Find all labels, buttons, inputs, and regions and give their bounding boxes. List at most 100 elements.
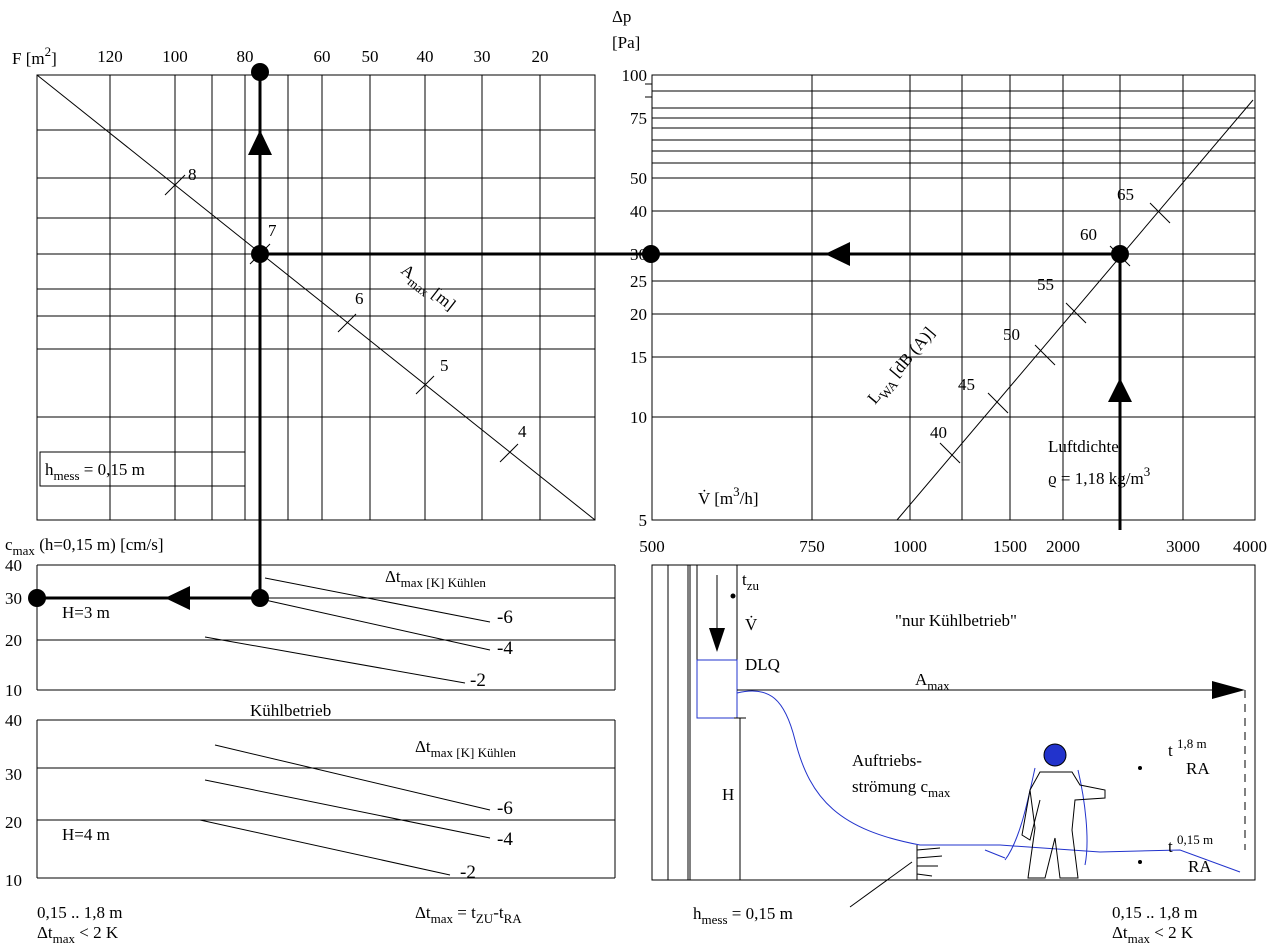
label-part: Δt bbox=[385, 567, 401, 586]
curve-label: 60 bbox=[1080, 225, 1097, 244]
tick-label: 750 bbox=[799, 537, 825, 556]
tick-label: 2000 bbox=[1046, 537, 1080, 556]
legend: Δtmax [K] Kühlen bbox=[415, 737, 516, 760]
curve-label: -2 bbox=[460, 862, 476, 883]
annotation: RA bbox=[1188, 857, 1212, 876]
tick-label: 10 bbox=[5, 871, 22, 890]
reading-path bbox=[28, 63, 1132, 610]
lower-grids bbox=[37, 565, 615, 878]
label-part: strömung c bbox=[852, 777, 928, 796]
tick-label: 10 bbox=[5, 681, 22, 700]
tick-label: 30 bbox=[474, 47, 491, 66]
label-part: A bbox=[915, 670, 928, 689]
curve-label: -4 bbox=[497, 638, 513, 659]
annotation: t 1,8 m bbox=[1168, 736, 1207, 760]
label-part: max bbox=[928, 785, 951, 800]
label-part: mess bbox=[702, 912, 728, 927]
tick-label: 60 bbox=[314, 47, 331, 66]
label-part: = 0,15 m bbox=[728, 904, 793, 923]
label-part: 1,8 m bbox=[1177, 736, 1207, 751]
label-part: Δt bbox=[415, 737, 431, 756]
label-part: [dB (A)] bbox=[883, 323, 938, 384]
tick-label: 40 bbox=[5, 556, 22, 575]
curve-label: 40 bbox=[930, 423, 947, 442]
tick-label: 20 bbox=[532, 47, 549, 66]
label-part: zu bbox=[747, 578, 760, 593]
label-part: t bbox=[1168, 741, 1177, 760]
annotation: Luftdichte bbox=[1048, 437, 1119, 456]
top-right-grid bbox=[645, 75, 1255, 520]
label-part: max [K] Kühlen bbox=[431, 745, 517, 760]
curve-label: -4 bbox=[497, 829, 513, 850]
label-part: RA bbox=[504, 911, 523, 926]
tick-label: 20 bbox=[5, 813, 22, 832]
label-part: max bbox=[927, 678, 950, 693]
footer: Δtmax < 2 K bbox=[37, 923, 119, 946]
curve-label: 45 bbox=[958, 375, 975, 394]
tick-label: 20 bbox=[630, 305, 647, 324]
label-part: max bbox=[1128, 931, 1151, 946]
curve-label: 55 bbox=[1037, 275, 1054, 294]
annotation: H=3 m bbox=[62, 603, 110, 622]
curve-label: 5 bbox=[440, 356, 449, 375]
annotation: H=4 m bbox=[62, 825, 110, 844]
tick-label: 15 bbox=[630, 348, 647, 367]
label-part: max bbox=[431, 911, 454, 926]
label-part: -t bbox=[493, 903, 504, 922]
label-part: = 0,15 m bbox=[80, 460, 145, 479]
curve-label: 4 bbox=[518, 422, 527, 441]
axis-label: cmax (h=0,15 m) [cm/s] bbox=[5, 535, 164, 558]
tick-label: 50 bbox=[362, 47, 379, 66]
footer: 0,15 .. 1,8 m bbox=[1112, 903, 1197, 922]
tick-label: 4000 bbox=[1233, 537, 1267, 556]
curve-label: -6 bbox=[497, 798, 513, 819]
label-part: = t bbox=[453, 903, 476, 922]
tick-label: 120 bbox=[97, 47, 123, 66]
label-part: t bbox=[1168, 837, 1177, 856]
annotation: V̇ bbox=[745, 615, 758, 634]
tick-label: 10 bbox=[630, 408, 647, 427]
label-part: max [K] Kühlen bbox=[401, 575, 487, 590]
label-part: 3 bbox=[1144, 464, 1151, 479]
tick-label: 30 bbox=[5, 589, 22, 608]
tick-label: 30 bbox=[5, 765, 22, 784]
tick-label: 3000 bbox=[1166, 537, 1200, 556]
legend: Δtmax [K] Kühlen bbox=[385, 567, 486, 590]
nomogram: F [m2]12010080605040302087654Amax [m]hme… bbox=[0, 0, 1285, 946]
person bbox=[1022, 744, 1105, 878]
annotation: "nur Kühlbetrieb" bbox=[895, 611, 1017, 630]
tick-label: 25 bbox=[630, 272, 647, 291]
footer: 0,15 .. 1,8 m bbox=[37, 903, 122, 922]
label-part: mess bbox=[54, 468, 80, 483]
tick-label: 40 bbox=[630, 202, 647, 221]
axis-label: V̇ [m3/h] bbox=[698, 484, 759, 508]
annotation: tzu bbox=[742, 570, 760, 593]
top-left-grid bbox=[37, 75, 595, 520]
axis-label: [Pa] bbox=[612, 33, 640, 52]
label-part: (h=0,15 m) [cm/s] bbox=[35, 535, 164, 554]
annotation: strömung cmax bbox=[852, 777, 951, 800]
label-part: ] bbox=[51, 49, 57, 68]
curve-label: 8 bbox=[188, 165, 197, 184]
label-part: Δt bbox=[415, 903, 431, 922]
label-part: /h] bbox=[740, 489, 759, 508]
section-title: Kühlbetrieb bbox=[250, 701, 331, 720]
axis-label: F [m2] bbox=[12, 44, 57, 68]
tick-label: 100 bbox=[162, 47, 188, 66]
tick-label: 50 bbox=[630, 169, 647, 188]
curve-label: -6 bbox=[497, 607, 513, 628]
tick-label: 75 bbox=[630, 109, 647, 128]
curve-label: 7 bbox=[268, 221, 277, 240]
label-part: < 2 K bbox=[75, 923, 119, 942]
curve-label: -2 bbox=[470, 670, 486, 691]
label-part: < 2 K bbox=[1150, 923, 1194, 942]
tick-label: 5 bbox=[639, 511, 648, 530]
curve-label: 65 bbox=[1117, 185, 1134, 204]
label-part: ZU bbox=[476, 911, 494, 926]
footer: Δtmax < 2 K bbox=[1112, 923, 1194, 946]
tick-label: 500 bbox=[639, 537, 665, 556]
annotation: hmess = 0,15 m bbox=[693, 904, 793, 927]
curve-label: 50 bbox=[1003, 325, 1020, 344]
tick-label: 1500 bbox=[993, 537, 1027, 556]
tick-label: 1000 bbox=[893, 537, 927, 556]
